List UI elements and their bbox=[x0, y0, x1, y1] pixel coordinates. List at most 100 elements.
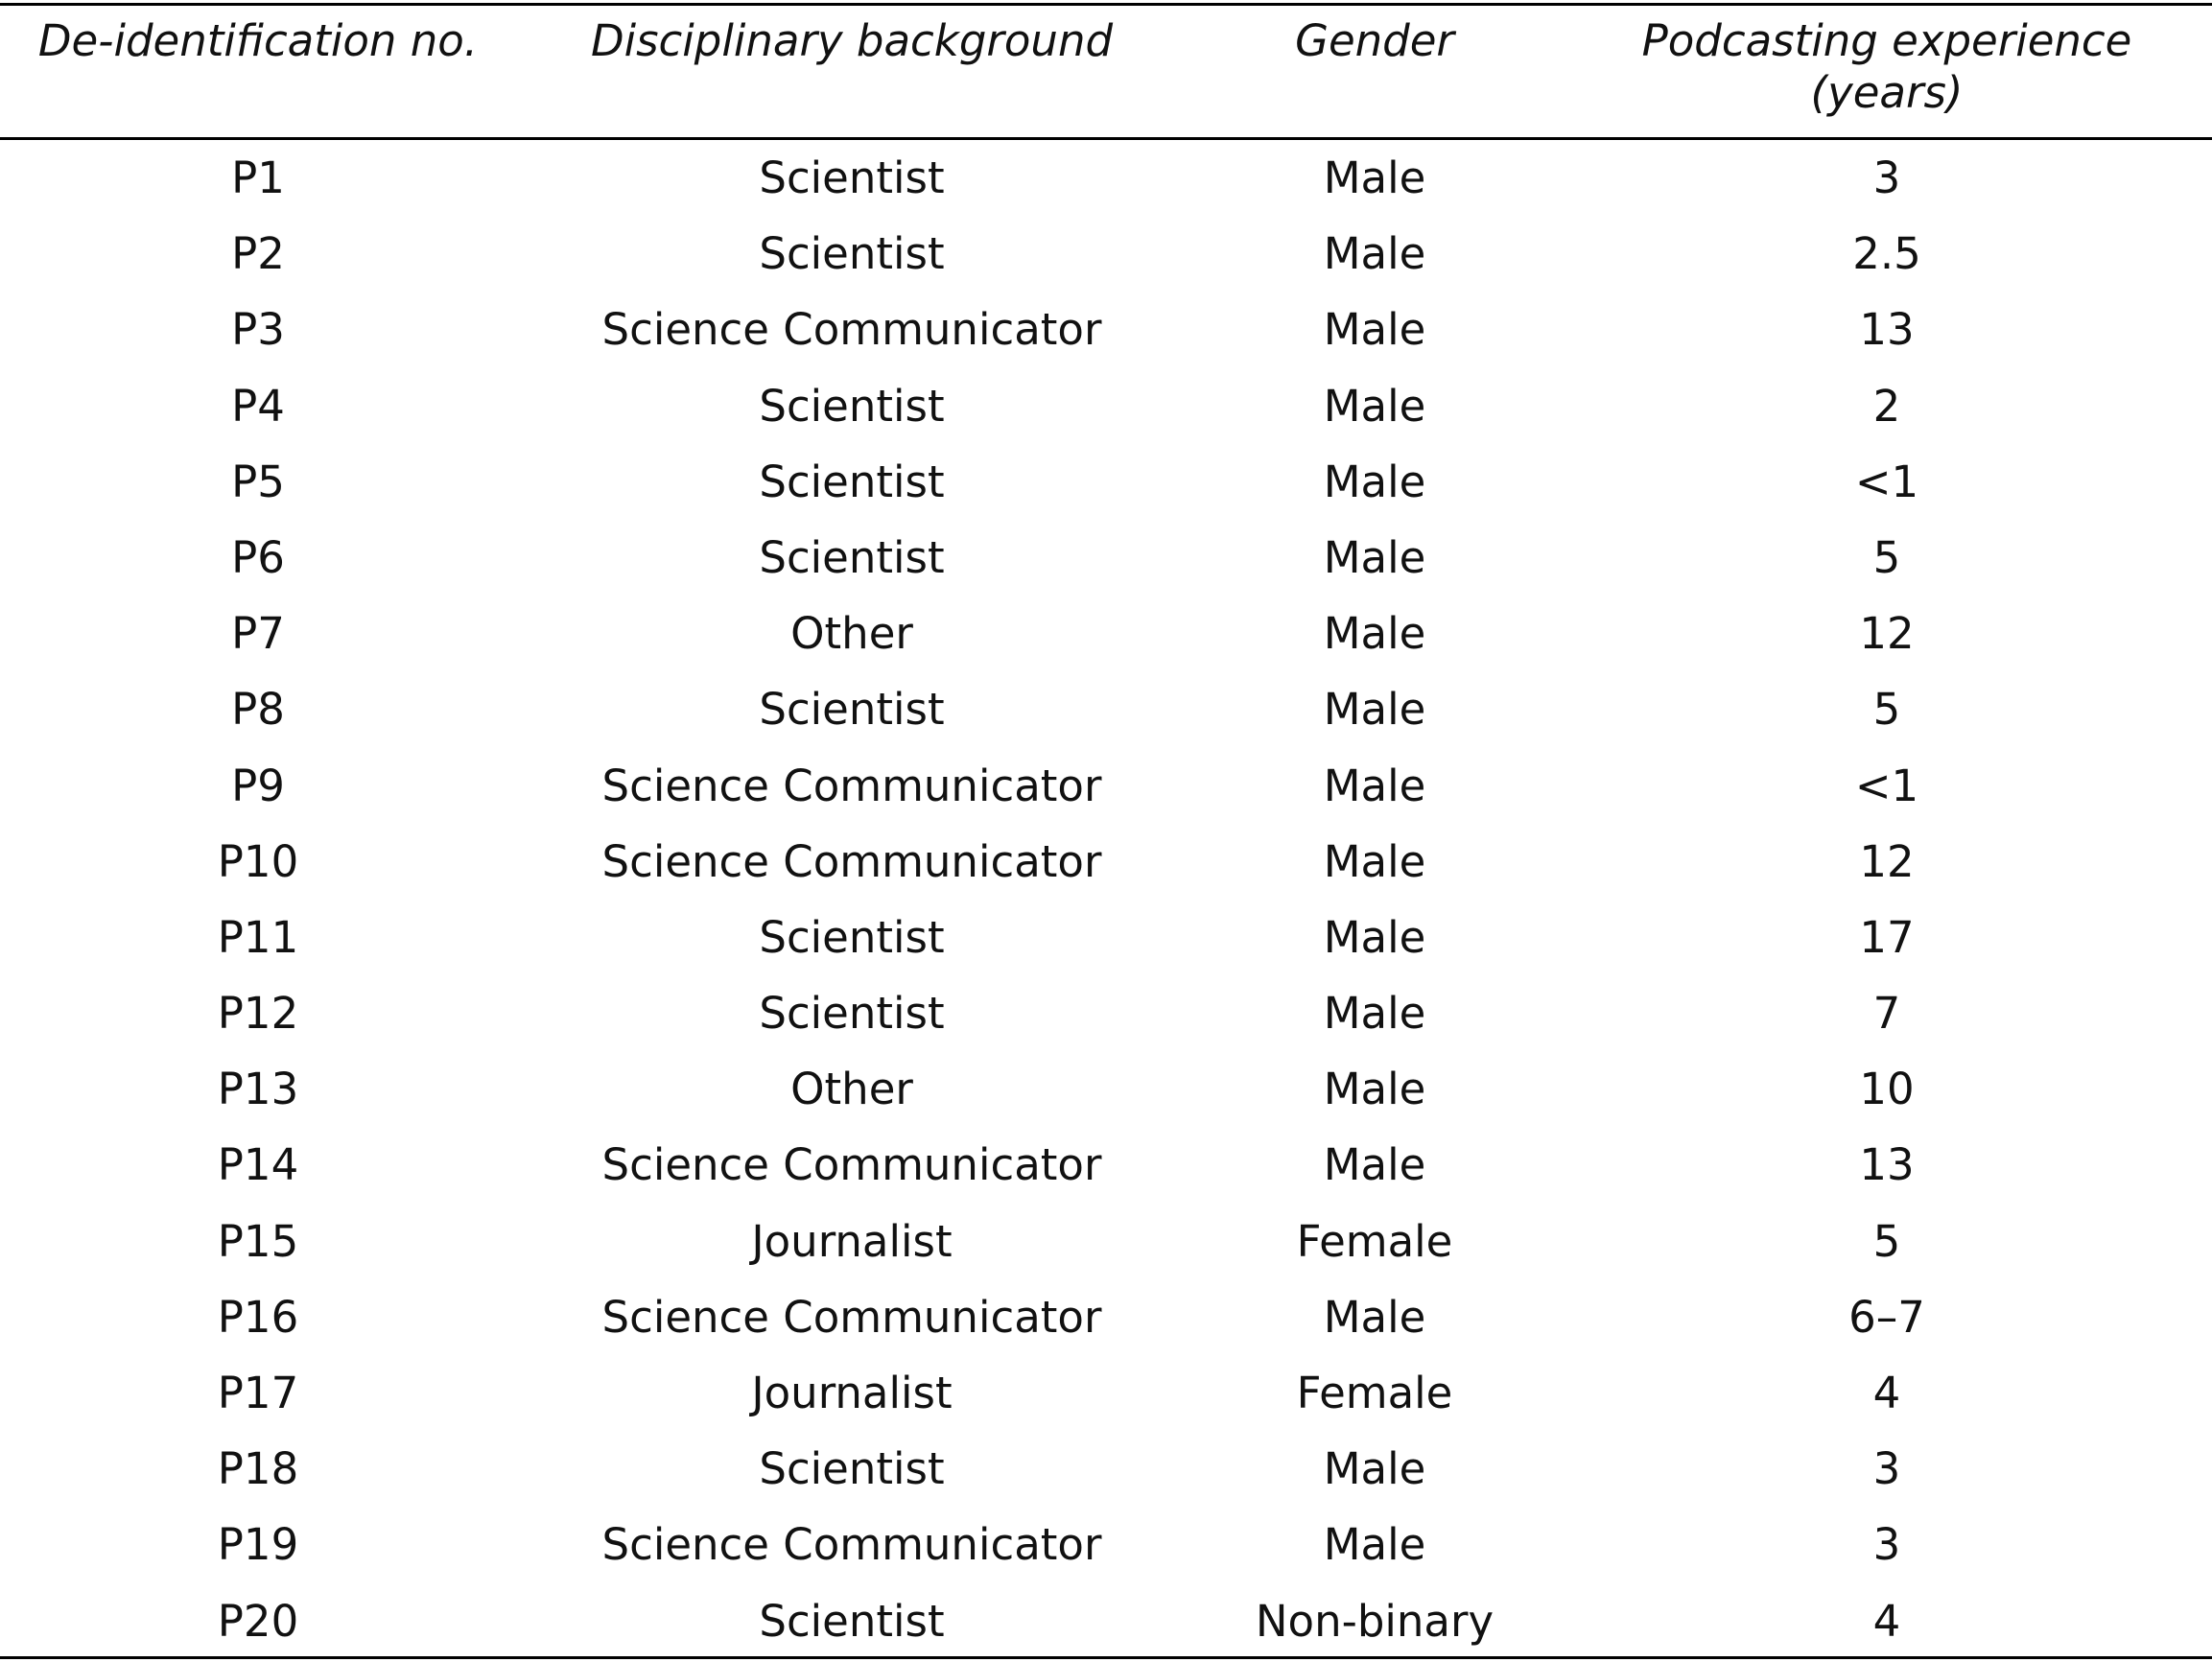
header-disciplinary-background: Disciplinary background bbox=[590, 15, 1114, 66]
cell-deidentification-no: P7 bbox=[231, 608, 285, 660]
cell-disciplinary-background: Science Communicator bbox=[601, 760, 1102, 811]
table-row: P12 Scientist Male 7 bbox=[0, 975, 2212, 1051]
cell-disciplinary-background: Other bbox=[790, 608, 913, 660]
table-row: P8 Scientist Male 5 bbox=[0, 671, 2212, 747]
cell-deidentification-no: P20 bbox=[217, 1595, 299, 1647]
cell-gender: Male bbox=[1323, 684, 1426, 736]
header-gender: Gender bbox=[1295, 15, 1454, 66]
table-body: P1 Scientist Male 3 P2 Scientist Male 2.5 P3 Scie… bbox=[0, 140, 2212, 1659]
cell-podcasting-experience: 5 bbox=[1872, 531, 1901, 583]
cell-podcasting-experience: 2.5 bbox=[1852, 228, 1921, 280]
cell-disciplinary-background: Scientist bbox=[759, 152, 945, 203]
table-header-rule bbox=[0, 137, 2212, 140]
table-row: P19 Science Communicator Male 3 bbox=[0, 1507, 2212, 1582]
cell-deidentification-no: P18 bbox=[217, 1443, 299, 1495]
cell-disciplinary-background: Journalist bbox=[751, 1215, 953, 1267]
cell-gender: Male bbox=[1323, 304, 1426, 356]
cell-gender: Male bbox=[1323, 835, 1426, 887]
cell-disciplinary-background: Science Communicator bbox=[601, 304, 1102, 356]
cell-podcasting-experience: 10 bbox=[1859, 1064, 1915, 1115]
table-row: P10 Science Communicator Male 12 bbox=[0, 824, 2212, 900]
cell-podcasting-experience: 13 bbox=[1859, 304, 1915, 356]
table-row: P17 Journalist Female 4 bbox=[0, 1355, 2212, 1431]
cell-disciplinary-background: Scientist bbox=[759, 456, 945, 507]
cell-gender: Female bbox=[1296, 1215, 1453, 1267]
cell-podcasting-experience: 4 bbox=[1872, 1368, 1901, 1418]
cell-gender: Non-binary bbox=[1255, 1595, 1494, 1647]
cell-disciplinary-background: Science Communicator bbox=[601, 1139, 1102, 1191]
cell-deidentification-no: P8 bbox=[231, 684, 285, 736]
cell-deidentification-no: P13 bbox=[217, 1064, 299, 1115]
cell-podcasting-experience: <1 bbox=[1854, 456, 1919, 507]
header-deidentification-no: De-identification no. bbox=[37, 15, 479, 66]
table-top-rule bbox=[0, 3, 2212, 6]
table-row: P16 Science Communicator Male 6–7 bbox=[0, 1279, 2212, 1355]
table-row: P11 Scientist Male 17 bbox=[0, 900, 2212, 975]
cell-podcasting-experience: 3 bbox=[1872, 1443, 1901, 1495]
table-row: P14 Science Communicator Male 13 bbox=[0, 1127, 2212, 1203]
cell-deidentification-no: P17 bbox=[217, 1368, 299, 1418]
cell-deidentification-no: P9 bbox=[231, 760, 285, 811]
table-header-row: De-identification no. Disciplinary backg… bbox=[0, 6, 2212, 137]
cell-disciplinary-background: Scientist bbox=[759, 1595, 945, 1647]
cell-disciplinary-background: Other bbox=[790, 1064, 913, 1115]
cell-deidentification-no: P5 bbox=[231, 456, 285, 507]
table-bottom-rule bbox=[0, 1656, 2212, 1659]
cell-disciplinary-background: Science Communicator bbox=[601, 1291, 1102, 1343]
cell-gender: Male bbox=[1323, 988, 1426, 1040]
cell-podcasting-experience: 17 bbox=[1859, 911, 1915, 963]
cell-podcasting-experience: 3 bbox=[1872, 152, 1901, 203]
header-podcasting-experience: Podcasting experience (years) bbox=[1641, 15, 2132, 118]
cell-gender: Male bbox=[1323, 911, 1426, 963]
cell-gender: Male bbox=[1323, 1291, 1426, 1343]
table-row: P9 Science Communicator Male <1 bbox=[0, 748, 2212, 824]
table-row: P5 Scientist Male <1 bbox=[0, 444, 2212, 520]
cell-deidentification-no: P12 bbox=[217, 988, 299, 1040]
cell-disciplinary-background: Scientist bbox=[759, 911, 945, 963]
table-row: P13 Other Male 10 bbox=[0, 1051, 2212, 1127]
cell-disciplinary-background: Scientist bbox=[759, 228, 945, 280]
cell-gender: Male bbox=[1323, 152, 1426, 203]
cell-deidentification-no: P14 bbox=[217, 1139, 299, 1191]
cell-podcasting-experience: 5 bbox=[1872, 1215, 1901, 1267]
table-row: P7 Other Male 12 bbox=[0, 596, 2212, 671]
cell-gender: Female bbox=[1296, 1368, 1453, 1418]
cell-deidentification-no: P4 bbox=[231, 380, 285, 432]
cell-deidentification-no: P15 bbox=[217, 1215, 299, 1267]
cell-gender: Male bbox=[1323, 1139, 1426, 1191]
cell-gender: Male bbox=[1323, 380, 1426, 432]
cell-gender: Male bbox=[1323, 531, 1426, 583]
cell-deidentification-no: P6 bbox=[231, 531, 285, 583]
table-row: P20 Scientist Non-binary 4 bbox=[0, 1583, 2212, 1659]
cell-podcasting-experience: 12 bbox=[1859, 835, 1915, 887]
cell-disciplinary-background: Scientist bbox=[759, 988, 945, 1040]
cell-podcasting-experience: 7 bbox=[1872, 988, 1901, 1040]
cell-podcasting-experience: 5 bbox=[1872, 684, 1901, 736]
cell-disciplinary-background: Scientist bbox=[759, 1443, 945, 1495]
table-row: P3 Science Communicator Male 13 bbox=[0, 292, 2212, 367]
table-row: P1 Scientist Male 3 bbox=[0, 140, 2212, 216]
table-row: P6 Scientist Male 5 bbox=[0, 520, 2212, 596]
table-row: P4 Scientist Male 2 bbox=[0, 368, 2212, 444]
cell-podcasting-experience: 13 bbox=[1859, 1139, 1915, 1191]
cell-deidentification-no: P1 bbox=[231, 152, 285, 203]
table-row: P2 Scientist Male 2.5 bbox=[0, 216, 2212, 292]
cell-disciplinary-background: Scientist bbox=[759, 380, 945, 432]
cell-deidentification-no: P10 bbox=[217, 835, 299, 887]
cell-gender: Male bbox=[1323, 456, 1426, 507]
cell-disciplinary-background: Science Communicator bbox=[601, 1519, 1102, 1571]
cell-disciplinary-background: Journalist bbox=[751, 1368, 953, 1418]
cell-deidentification-no: P2 bbox=[231, 228, 285, 280]
cell-podcasting-experience: 12 bbox=[1859, 608, 1915, 660]
cell-deidentification-no: P11 bbox=[217, 911, 299, 963]
cell-gender: Male bbox=[1323, 1519, 1426, 1571]
cell-podcasting-experience: 2 bbox=[1872, 380, 1901, 432]
table-row: P15 Journalist Female 5 bbox=[0, 1204, 2212, 1279]
table-row: P18 Scientist Male 3 bbox=[0, 1431, 2212, 1507]
cell-gender: Male bbox=[1323, 1064, 1426, 1115]
cell-disciplinary-background: Science Communicator bbox=[601, 835, 1102, 887]
cell-deidentification-no: P16 bbox=[217, 1291, 299, 1343]
cell-gender: Male bbox=[1323, 1443, 1426, 1495]
cell-deidentification-no: P19 bbox=[217, 1519, 299, 1571]
cell-disciplinary-background: Scientist bbox=[759, 684, 945, 736]
